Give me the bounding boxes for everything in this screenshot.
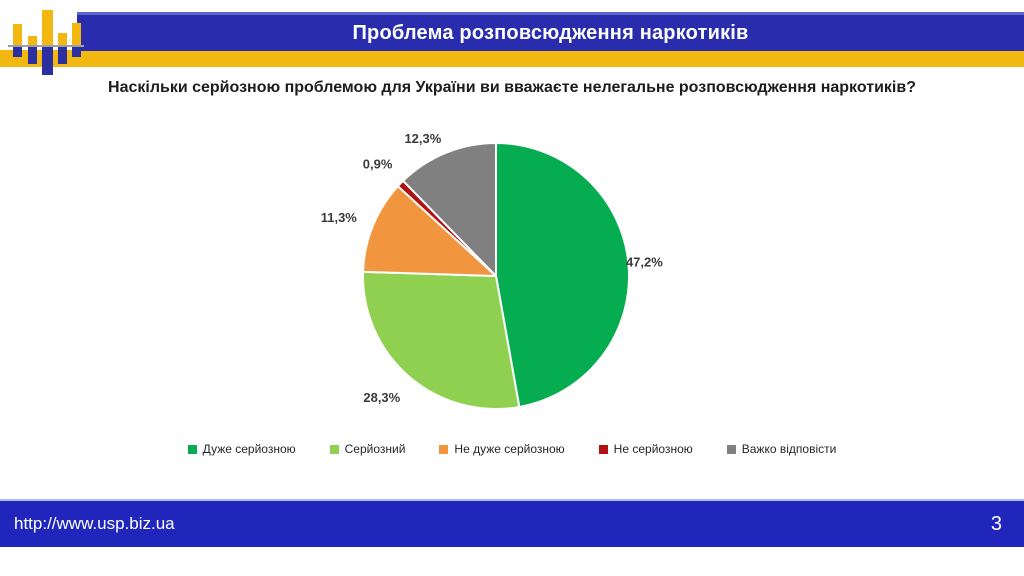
legend-item: Дуже серйозною <box>187 442 296 456</box>
page-number: 3 <box>990 512 1002 535</box>
legend-item: Не дуже серйозною <box>439 442 565 456</box>
accent-band <box>0 50 1024 67</box>
logo-bar <box>72 47 81 57</box>
pie-value-label: 47,2% <box>626 254 663 269</box>
logo-bar <box>72 23 81 46</box>
logo-bar <box>13 24 22 46</box>
pie-value-label: 12,3% <box>404 131 441 146</box>
pie-slice <box>402 142 497 277</box>
slide-title: Проблема розповсюдження наркотиків <box>352 21 749 44</box>
logo-bar <box>42 47 53 75</box>
question-title: Наскільки серйозною проблемою для Україн… <box>108 79 916 96</box>
legend-label: Важко відповісти <box>741 442 837 456</box>
legend-swatch <box>598 444 608 454</box>
pie-slice <box>495 142 630 408</box>
footer-url-link[interactable]: http://www.usp.biz.ua <box>14 514 175 533</box>
legend-label: Не дуже серйозною <box>454 442 565 456</box>
legend-item: Серйозний <box>329 442 406 456</box>
legend-label: Серйозний <box>344 442 406 456</box>
pie-value-label: 11,3% <box>321 210 358 225</box>
pie-slice <box>362 185 497 277</box>
logo-bar <box>28 36 37 46</box>
pie-value-label: 0,9% <box>363 157 393 172</box>
pie-chart: 47,2% 28,3% 11,3% 0,9% 12,3% <box>320 118 710 432</box>
pie-value-label: 28,3% <box>363 390 400 405</box>
legend-item: Не серйозною <box>598 442 693 456</box>
pie-slice <box>362 270 521 410</box>
pie-chart-svg: 47,2% 28,3% 11,3% 0,9% 12,3% <box>321 131 663 410</box>
logo-bar-chart-icon <box>0 0 92 80</box>
legend-label: Не серйозною <box>613 442 693 456</box>
legend-swatch <box>439 444 449 454</box>
legend-swatch <box>726 444 736 454</box>
legend-item: Важко відповісти <box>726 442 837 456</box>
legend-label: Дуже серйозною <box>202 442 296 456</box>
logo-bar <box>42 10 53 46</box>
logo-bar <box>58 47 67 64</box>
legend-swatch <box>329 444 339 454</box>
legend-swatch <box>187 444 197 454</box>
logo-bar <box>28 47 37 64</box>
title-bar: Проблема розповсюдження наркотиків <box>77 12 1024 51</box>
logo-baseline <box>8 45 84 47</box>
logo-bar <box>58 33 67 46</box>
logo-bar <box>13 47 22 57</box>
footer-bar: http://www.usp.biz.ua 3 <box>0 499 1024 547</box>
chart-legend: Дуже серйозною Серйозний Не дуже серйозн… <box>0 442 1024 456</box>
